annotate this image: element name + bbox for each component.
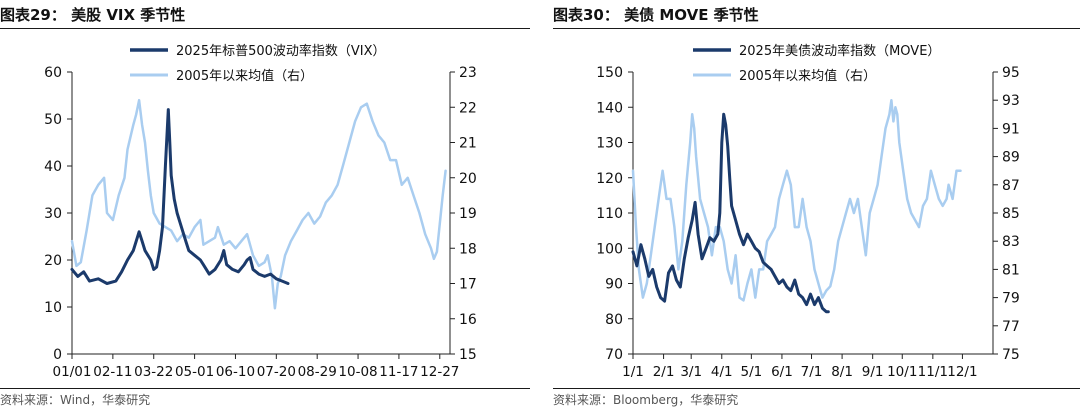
x-tick-label: 12/1 — [947, 364, 977, 380]
y-tick-label-left: 100 — [596, 241, 623, 257]
x-tick-label: 2/1 — [653, 364, 675, 380]
y-tick-label-right: 89 — [1002, 150, 1020, 166]
x-tick-label: 7/1 — [801, 364, 823, 380]
x-tick-label: 05-01 — [175, 364, 214, 380]
series-line-average — [631, 98, 962, 302]
y-tick-label-right: 18 — [459, 241, 477, 257]
source-rule — [553, 388, 1080, 389]
y-tick-label-right: 19 — [459, 206, 477, 222]
y-tick-label-left: 130 — [596, 136, 623, 152]
y-tick-label-right: 95 — [1002, 65, 1020, 81]
legend-label: 2025年美债波动率指数（MOVE） — [739, 43, 940, 59]
x-tick-label: 10/1 — [887, 364, 917, 380]
y-tick-label-left: 150 — [596, 65, 623, 81]
y-tick-label-left: 120 — [596, 171, 623, 187]
x-tick-label: 12-27 — [420, 364, 459, 380]
x-tick-label: 11-17 — [379, 364, 418, 380]
legend-label: 2005年以来均值（右） — [739, 68, 876, 84]
y-tick-label-left: 10 — [44, 300, 62, 316]
legend-label: 2025年标普500波动率指数（VIX） — [176, 43, 386, 59]
y-tick-label-left: 50 — [44, 112, 62, 128]
x-tick-label: 6/1 — [771, 364, 793, 380]
y-tick-label-left: 80 — [605, 312, 623, 328]
y-tick-label-right: 75 — [1002, 347, 1020, 363]
y-tick-label-right: 87 — [1002, 178, 1020, 194]
move-panel: 图表30： 美债 MOVE 季节性 70 80 90 100 110 120 130 140 1… — [553, 0, 1080, 412]
x-tick-label: 08-29 — [298, 364, 337, 380]
vix-panel: 图表29： 美股 VIX 季节性 0 10 20 30 40 50 60 15 16 17 18 19… — [0, 0, 530, 412]
y-tick-label-left: 90 — [605, 277, 623, 293]
y-tick-label-right: 16 — [459, 312, 477, 328]
x-tick-label: 4/1 — [711, 364, 733, 380]
y-tick-label-left: 20 — [44, 253, 62, 269]
x-tick-label: 02-11 — [93, 364, 132, 380]
source-rule — [0, 388, 530, 389]
y-tick-label-left: 30 — [44, 206, 62, 222]
vix-chart: 0 10 20 30 40 50 60 15 16 17 18 19 20 21 22 23 01/01 02-1… — [0, 30, 530, 386]
source-note: 资料来源：Wind，华泰研究 — [0, 393, 151, 407]
title-rule — [553, 28, 1080, 29]
y-tick-label-right: 20 — [459, 171, 477, 187]
x-tick-label: 07-20 — [257, 364, 296, 380]
y-tick-label-right: 15 — [459, 347, 477, 363]
y-tick-label-right: 91 — [1002, 121, 1020, 137]
x-tick-label: 03-22 — [134, 364, 173, 380]
y-tick-label-left: 70 — [605, 347, 623, 363]
y-tick-label-right: 23 — [459, 65, 477, 81]
y-tick-label-right: 83 — [1002, 234, 1020, 250]
x-tick-label: 3/1 — [680, 364, 702, 380]
y-tick-label-right: 79 — [1002, 291, 1020, 307]
y-tick-label-left: 110 — [596, 206, 623, 222]
x-tick-label: 11/1 — [918, 364, 948, 380]
x-tick-label: 5/1 — [740, 364, 762, 380]
chart-title: 图表29： 美股 VIX 季节性 — [0, 6, 186, 24]
x-tick-label: 10-08 — [338, 364, 377, 380]
x-tick-label: 9/1 — [862, 364, 884, 380]
y-tick-label-right: 85 — [1002, 206, 1020, 222]
move-chart-svg: 70 80 90 100 110 120 130 140 150 75 77 79 81 83 85 87 89… — [596, 43, 1020, 380]
series-line-primary — [631, 112, 830, 314]
y-tick-label-right: 22 — [459, 100, 477, 116]
y-tick-label-left: 0 — [53, 347, 62, 363]
y-tick-label-right: 93 — [1002, 93, 1020, 109]
title-rule — [0, 28, 530, 29]
source-note: 资料来源：Bloomberg，华泰研究 — [553, 393, 739, 407]
y-tick-label-right: 77 — [1002, 319, 1020, 335]
y-tick-label-right: 17 — [459, 277, 477, 293]
vix-chart-svg: 0 10 20 30 40 50 60 15 16 17 18 19 20 21 22 23 01/01 02-1… — [44, 43, 477, 380]
y-tick-label-left: 60 — [44, 65, 62, 81]
x-tick-label: 1/1 — [622, 364, 644, 380]
chart-title: 图表30： 美债 MOVE 季节性 — [553, 6, 759, 24]
x-tick-label: 01/01 — [53, 364, 92, 380]
y-tick-label-right: 21 — [459, 136, 477, 152]
x-tick-label: 06-10 — [216, 364, 255, 380]
move-chart: 70 80 90 100 110 120 130 140 150 75 77 79 81 83 85 87 89… — [553, 30, 1080, 386]
series-line-primary — [70, 108, 290, 285]
y-tick-label-left: 140 — [596, 100, 623, 116]
series-line-average — [70, 98, 447, 310]
y-tick-label-left: 40 — [44, 159, 62, 175]
legend-label: 2005年以来均值（右） — [176, 68, 313, 84]
x-tick-label: 8/1 — [831, 364, 853, 380]
y-tick-label-right: 81 — [1002, 262, 1020, 278]
